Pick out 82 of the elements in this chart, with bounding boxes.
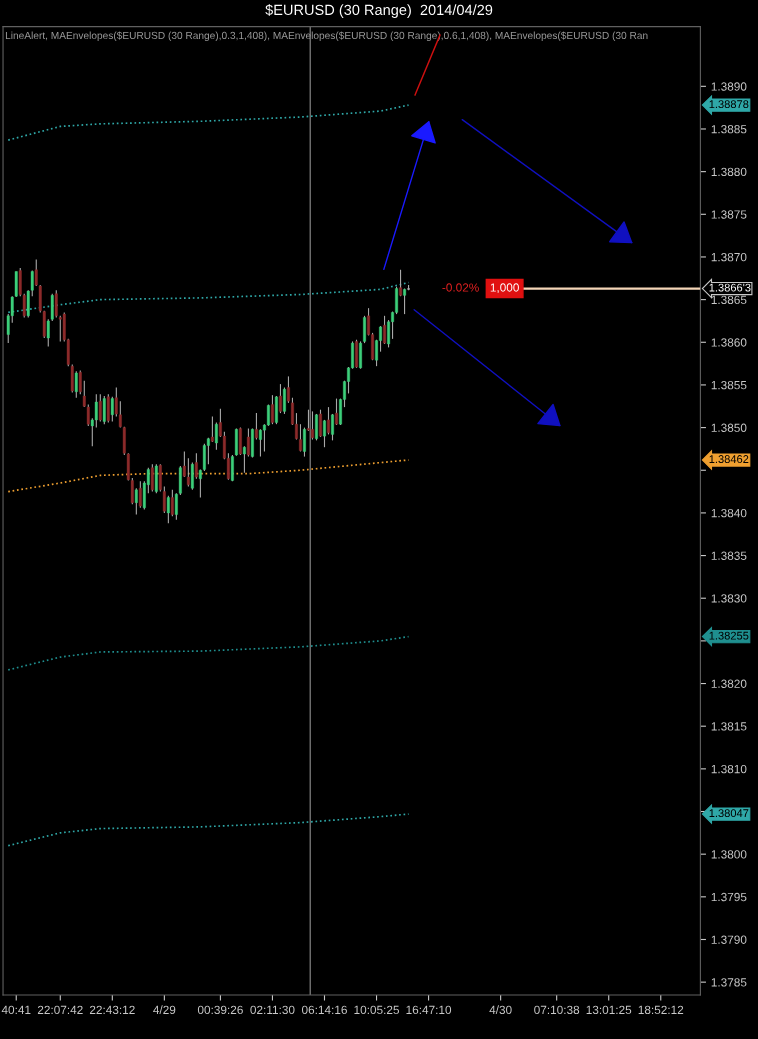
candlestick [311, 410, 314, 441]
line-series [7, 104, 410, 141]
candlestick [279, 383, 282, 414]
line-series [7, 635, 410, 671]
line-series [7, 813, 410, 847]
candlestick [254, 412, 258, 441]
candlestick [327, 406, 330, 435]
candlestick [134, 487, 138, 516]
x-tick-label: 00:39:26 [197, 1005, 243, 1015]
y-tick-label: 1.3850 [711, 423, 747, 432]
candlestick [315, 413, 318, 441]
candlestick [363, 315, 366, 344]
y-tick-label: 1.3890 [711, 82, 747, 91]
y-tick-label: 1.3800 [711, 850, 747, 859]
x-tick-label: 06:14:16 [301, 1005, 347, 1015]
y-tick-label: 1.3785 [711, 978, 747, 987]
candlestick [355, 339, 358, 369]
y-tick-label: 1.3815 [711, 722, 747, 731]
x-tick-label: 07:10:38 [534, 1005, 580, 1015]
candlestick [335, 398, 338, 426]
candlestick [319, 409, 322, 438]
text: 1.38878 [709, 100, 749, 109]
candlestick [287, 375, 290, 404]
line-series [7, 459, 410, 493]
annotation: 1,000 [490, 283, 519, 294]
text: 1.38255 [709, 631, 749, 640]
candlestick [246, 427, 250, 458]
x-tick-label: 16:47:10 [406, 1005, 452, 1015]
chart-title: $EURUSD (30 Range) 2014/04/29 [265, 4, 493, 18]
candlestick [399, 269, 402, 297]
x-tick-label: 22:43:12 [89, 1005, 135, 1015]
y-tick-label: 1.3875 [711, 210, 747, 219]
candlestick [230, 454, 234, 482]
x-tick-label: 4/30 [489, 1005, 512, 1015]
candlestick [359, 340, 362, 370]
ref-line-label: 1.3866'3 [709, 283, 751, 292]
candlestick [54, 289, 58, 319]
candlestick [331, 413, 334, 441]
candlestick [258, 428, 262, 458]
y-tick-label: 1.3870 [711, 252, 747, 262]
x-tick-label: 22:07:42 [37, 1005, 83, 1015]
y-tick-label: 1.3790 [711, 935, 747, 944]
y-tick-label: 1.3820 [711, 679, 747, 688]
annotation: -0.02% [442, 283, 479, 292]
x-tick-label: 10:05:25 [354, 1005, 400, 1015]
x-tick-label: 40:41 [1, 1005, 31, 1015]
candlestick [110, 396, 114, 423]
candlestick [74, 370, 78, 399]
candlestick [303, 427, 306, 458]
y-tick-label: 1.3855 [711, 380, 747, 390]
candlestick [283, 386, 286, 415]
candlestick [102, 395, 106, 425]
candlestick [271, 394, 274, 425]
text: 1.38047 [709, 809, 749, 818]
y-tick-label: 1.3835 [711, 551, 747, 560]
x-tick-label: 13:01:25 [586, 1005, 632, 1015]
y-tick-label: 1.3860 [711, 338, 747, 347]
candlestick [214, 421, 218, 451]
candlestick [130, 477, 134, 505]
x-tick-label: 18:52:12 [638, 1005, 684, 1015]
candlestick [78, 369, 82, 395]
candlestick [383, 315, 386, 345]
candlestick [190, 462, 194, 491]
y-tick-label: 1.3840 [711, 508, 747, 518]
candlestick [210, 415, 214, 443]
y-tick-label: 1.3795 [711, 892, 747, 902]
x-tick-label: 02:11:30 [250, 1005, 295, 1015]
candlestick [186, 457, 190, 488]
y-tick-label: 1.3885 [711, 125, 747, 134]
candlestick [106, 393, 110, 424]
text: 1.38462 [709, 455, 749, 463]
candlestick [150, 463, 154, 493]
candlestick [299, 423, 302, 453]
y-tick-label: 1.3865 [711, 295, 747, 305]
y-tick-label: 1.3880 [711, 167, 747, 177]
candlestick [403, 287, 407, 315]
candlestick [162, 485, 166, 514]
y-tick-label: 1.3810 [711, 764, 747, 774]
x-tick-label: 4/29 [153, 1005, 176, 1015]
candlestick [323, 419, 326, 448]
candlestick [242, 445, 246, 474]
y-tick-label: 1.3830 [711, 594, 747, 603]
